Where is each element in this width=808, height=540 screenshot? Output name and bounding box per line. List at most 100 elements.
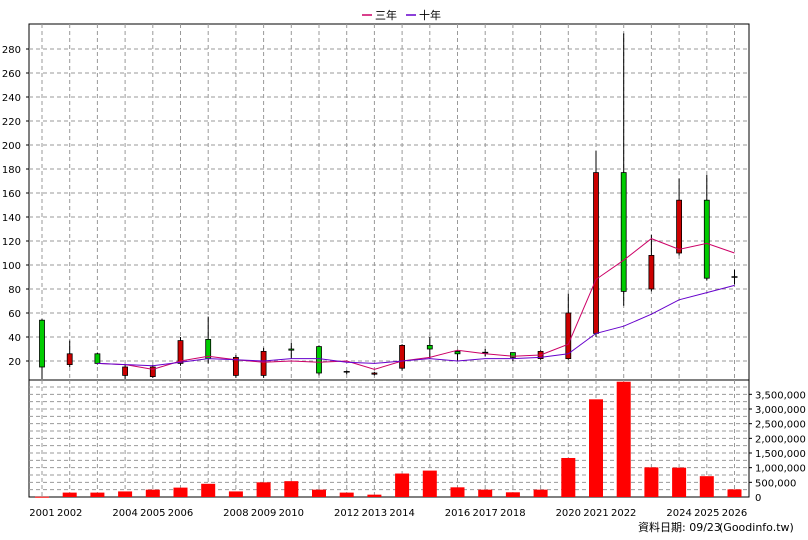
price-tick-label: 200 [2,141,21,152]
candle-body [149,366,156,378]
price-tick-label: 260 [2,69,21,80]
candle-body [260,350,267,376]
x-tick-label: 2020 [556,508,581,519]
price-tick-label: 120 [2,237,21,248]
candle-body [316,346,322,374]
legend-label: 三年 [375,8,397,22]
volume-bar [339,492,354,497]
candle-body [371,372,378,375]
candle-body [509,352,516,358]
candle-body [648,254,655,290]
volume-tick-label: 500,000 [755,478,796,489]
x-tick-label: 2009 [251,508,276,519]
price-tick-label: 180 [2,165,21,176]
footer-source: (Goodinfo.tw) [719,521,794,534]
volume-bar [395,473,410,497]
x-tick-label: 2013 [362,508,387,519]
volume-bar [145,489,160,497]
price-tick-label: 20 [8,357,21,368]
candle-body [454,350,461,355]
volume-bar [367,494,382,497]
candle-body [177,340,184,364]
footer-date: 資料日期: 09/23 [638,520,721,534]
volume-bar [450,487,465,497]
price-tick-label: 80 [8,285,21,296]
x-tick-label: 2026 [722,508,747,519]
volume-tick-label: 1,500,000 [755,449,806,460]
price-tick-label: 160 [2,189,21,200]
volume-tick-label: 3,500,000 [755,390,806,401]
legend: 三年 十年 [362,8,441,22]
volume-bar [533,489,548,497]
candle-body [94,353,101,364]
volume-tick-label: 1,000,000 [755,464,806,475]
x-tick-label: 2025 [694,508,719,519]
volume-bar [35,496,49,498]
x-tick-label: 2018 [500,508,525,519]
candle-body [122,366,128,376]
volume-bar [90,492,105,497]
volume-bar [201,483,216,497]
volume-axis-ticks: 500,000 1,000,000 1,500,000 2,000,000 2,500,… [749,390,806,504]
volume-bar [228,491,243,497]
price-tick-label: 100 [2,261,21,272]
candle-body [232,356,239,376]
price-tick-label: 240 [2,93,21,104]
price-plot-frame [28,23,750,381]
candle-body [66,353,73,365]
x-tick-label: 2016 [445,508,470,519]
x-tick-label: 2021 [583,508,608,519]
x-tick-label: 2004 [112,508,137,519]
volume-bar [284,481,299,497]
volume-tick-label: 3,000,000 [755,405,806,416]
x-tick-label: 2006 [168,508,193,519]
price-tick-label: 220 [2,117,21,128]
x-tick-label: 2008 [223,508,248,519]
candles [39,33,738,379]
candle-body [676,199,682,254]
volume-bar [644,467,659,497]
candle-body [426,344,433,350]
ma-line-three-year [97,238,735,370]
x-axis-ticks: 2001 2002 2004 2005 2006 2008 2009 2010 2012 2013… [29,508,747,519]
volume-bar [118,491,133,497]
candle-body [703,199,710,279]
ma-line-ten-year [97,284,735,367]
price-tick-label: 140 [2,213,21,224]
volume-bar [256,482,271,497]
volume-tick-label: 0 [755,493,761,504]
candle-body [399,344,406,369]
x-tick-label: 2012 [334,508,359,519]
volume-bar [173,487,188,497]
moving-average-lines [97,238,735,370]
x-tick-label: 2014 [389,508,414,519]
price-tick-label: 40 [8,333,21,344]
plot-frames [28,23,750,498]
x-tick-label: 2001 [29,508,54,519]
volume-bar [727,489,742,497]
volume-bar [62,492,77,497]
candle-body [565,312,572,359]
volume-bar [312,489,326,497]
volume-bars [35,381,742,498]
volume-bar [505,492,520,497]
legend-label: 十年 [419,8,441,22]
volume-bar [672,467,687,497]
volume-bar [561,457,576,497]
x-tick-label: 2022 [611,508,636,519]
x-tick-label: 2002 [57,508,82,519]
price-tick-label: 280 [2,45,21,56]
x-tick-label: 2017 [472,508,497,519]
candle-body [620,172,627,292]
volume-tick-label: 2,500,000 [755,420,806,431]
volume-bar [478,489,493,497]
price-tick-label: 60 [8,309,21,320]
x-tick-label: 2010 [279,508,304,519]
volume-bar [699,476,714,497]
price-axis-ticks: 20 40 60 80 100 120 140 160 180 200 220 240 260 280 [2,45,29,368]
volume-bar [422,470,437,497]
x-tick-label: 2005 [140,508,165,519]
candle-body [288,348,295,351]
